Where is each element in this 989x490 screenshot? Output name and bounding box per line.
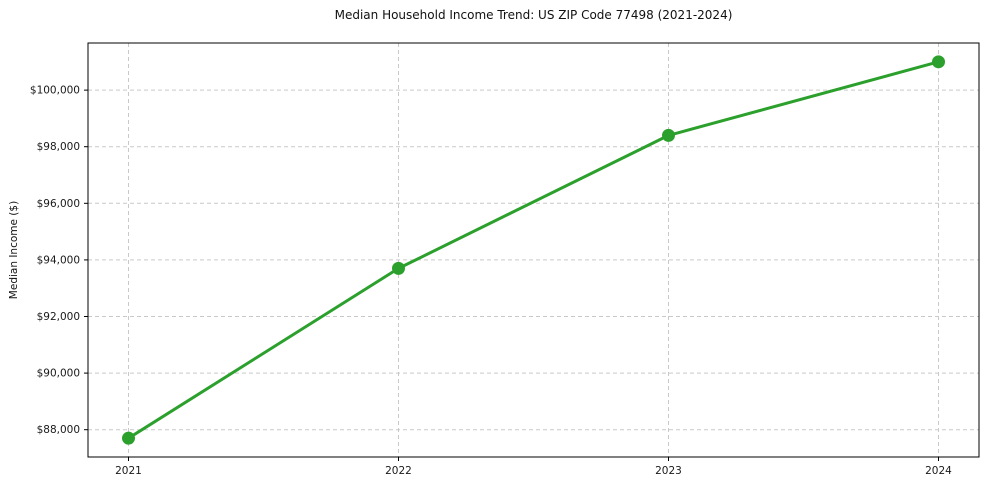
data-point-2023 xyxy=(662,128,675,142)
data-point-2024 xyxy=(932,55,945,69)
x-tick-label: 2024 xyxy=(925,465,952,477)
plot-border xyxy=(87,42,980,458)
x-tick-label: 2021 xyxy=(115,465,142,477)
data-point-2022 xyxy=(392,261,405,275)
y-tick-label: $90,000 xyxy=(37,368,80,380)
y-tick-label: $88,000 xyxy=(37,424,80,436)
y-tick-label: $100,000 xyxy=(30,85,80,97)
y-tick-label: $92,000 xyxy=(37,311,80,323)
y-tick-label: $98,000 xyxy=(37,141,80,153)
trend-line xyxy=(127,60,940,440)
y-tick-label: $94,000 xyxy=(37,254,80,266)
data-point-2021 xyxy=(122,431,135,445)
y-tick-label: $96,000 xyxy=(37,198,80,210)
chart-title: Median Household Income Trend: US ZIP Co… xyxy=(334,8,733,22)
x-tick-label: 2022 xyxy=(385,465,412,477)
x-tick-label: 2023 xyxy=(655,465,682,477)
y-axis-label: Median Income ($) xyxy=(8,200,20,300)
